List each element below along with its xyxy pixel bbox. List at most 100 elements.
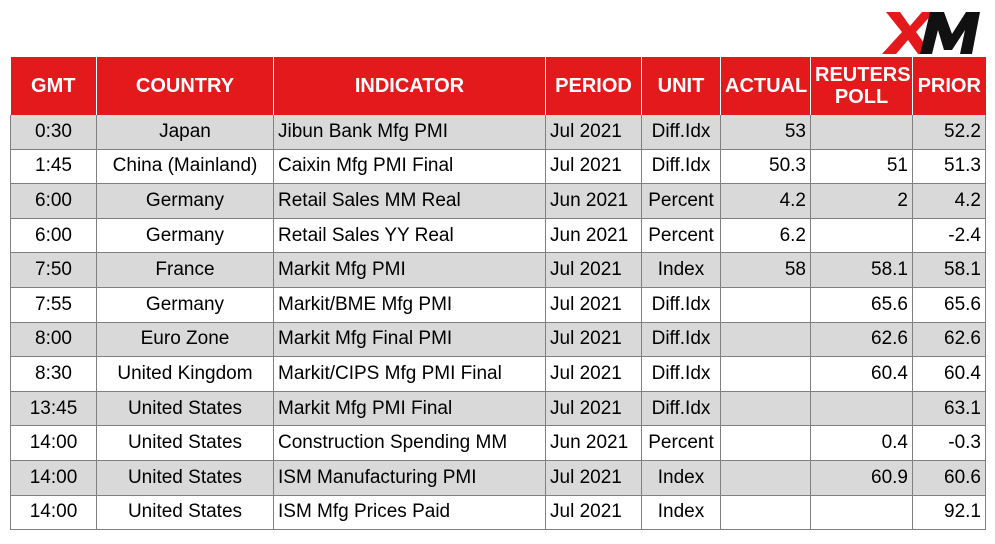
table-row: 6:00 Germany Retail Sales YY Real Jun 2021 P… [10, 218, 986, 254]
header-poll-line2: POLL [834, 86, 889, 108]
cell-country: Germany [96, 218, 274, 254]
cell-actual [720, 495, 811, 531]
xm-logo [880, 10, 988, 56]
cell-gmt: 7:50 [10, 252, 97, 288]
cell-prior: 60.4 [912, 356, 986, 392]
cell-reuters-poll [810, 218, 913, 254]
cell-country: China (Mainland) [96, 149, 274, 185]
cell-prior: 60.6 [912, 460, 986, 496]
table-header-row: GMT COUNTRY INDICATOR PERIOD UNIT ACTUAL… [10, 57, 986, 115]
cell-period: Jul 2021 [545, 495, 642, 531]
cell-unit: Percent [641, 218, 721, 254]
cell-unit: Percent [641, 183, 721, 219]
cell-gmt: 6:00 [10, 218, 97, 254]
table-row: 14:00 United States ISM Mfg Prices Paid Jul… [10, 495, 986, 531]
cell-gmt: 8:30 [10, 356, 97, 392]
cell-gmt: 13:45 [10, 391, 97, 427]
cell-indicator: Caixin Mfg PMI Final [273, 149, 546, 185]
cell-period: Jul 2021 [545, 149, 642, 185]
cell-unit: Index [641, 460, 721, 496]
table-row: 13:45 United States Markit Mfg PMI Final Ju… [10, 391, 986, 427]
cell-actual [720, 460, 811, 496]
cell-indicator: Markit Mfg Final PMI [273, 322, 546, 358]
cell-unit: Diff.Idx [641, 149, 721, 185]
cell-reuters-poll: 60.4 [810, 356, 913, 392]
cell-indicator: Retail Sales MM Real [273, 183, 546, 219]
cell-indicator: Construction Spending MM [273, 425, 546, 461]
cell-country: United States [96, 391, 274, 427]
cell-prior: -0.3 [912, 425, 986, 461]
cell-unit: Diff.Idx [641, 391, 721, 427]
cell-actual: 6.2 [720, 218, 811, 254]
header-poll-line1: REUTERS [815, 64, 911, 86]
cell-country: United States [96, 495, 274, 531]
cell-gmt: 14:00 [10, 495, 97, 531]
cell-indicator: Retail Sales YY Real [273, 218, 546, 254]
cell-indicator: Markit Mfg PMI [273, 252, 546, 288]
header-gmt: GMT [10, 57, 97, 115]
cell-unit: Diff.Idx [641, 322, 721, 358]
header-prior: PRIOR [912, 57, 986, 115]
cell-reuters-poll [810, 495, 913, 531]
cell-period: Jun 2021 [545, 425, 642, 461]
header-reuters-poll: REUTERS POLL [810, 57, 913, 115]
cell-prior: 92.1 [912, 495, 986, 531]
cell-country: France [96, 252, 274, 288]
cell-indicator: Jibun Bank Mfg PMI [273, 115, 546, 150]
cell-period: Jul 2021 [545, 356, 642, 392]
table-row: 1:45 China (Mainland) Caixin Mfg PMI Final… [10, 149, 986, 185]
cell-reuters-poll: 51 [810, 149, 913, 185]
cell-reuters-poll: 65.6 [810, 287, 913, 323]
cell-gmt: 8:00 [10, 322, 97, 358]
cell-period: Jun 2021 [545, 218, 642, 254]
cell-indicator: ISM Manufacturing PMI [273, 460, 546, 496]
table-row: 14:00 United States ISM Manufacturing PMI J… [10, 460, 986, 496]
cell-reuters-poll: 58.1 [810, 252, 913, 288]
cell-unit: Percent [641, 425, 721, 461]
cell-prior: 63.1 [912, 391, 986, 427]
cell-actual [720, 356, 811, 392]
cell-prior: 52.2 [912, 115, 986, 150]
cell-actual: 53 [720, 115, 811, 150]
cell-unit: Diff.Idx [641, 356, 721, 392]
cell-indicator: ISM Mfg Prices Paid [273, 495, 546, 531]
cell-country: Japan [96, 115, 274, 150]
cell-gmt: 14:00 [10, 460, 97, 496]
cell-indicator: Markit Mfg PMI Final [273, 391, 546, 427]
cell-actual [720, 322, 811, 358]
cell-period: Jul 2021 [545, 287, 642, 323]
cell-country: United States [96, 425, 274, 461]
cell-country: Germany [96, 183, 274, 219]
cell-actual [720, 391, 811, 427]
header-indicator: INDICATOR [273, 57, 546, 115]
cell-actual: 50.3 [720, 149, 811, 185]
cell-unit: Diff.Idx [641, 115, 721, 150]
header-actual: ACTUAL [720, 57, 811, 115]
cell-gmt: 14:00 [10, 425, 97, 461]
cell-reuters-poll: 60.9 [810, 460, 913, 496]
table-row: 8:30 United Kingdom Markit/CIPS Mfg PMI Fi… [10, 356, 986, 392]
cell-indicator: Markit/BME Mfg PMI [273, 287, 546, 323]
cell-reuters-poll: 2 [810, 183, 913, 219]
table-row: 6:00 Germany Retail Sales MM Real Jun 2021 P… [10, 183, 986, 219]
cell-period: Jul 2021 [545, 391, 642, 427]
header-country: COUNTRY [96, 57, 274, 115]
table-row: 8:00 Euro Zone Markit Mfg Final PMI Jul 202… [10, 322, 986, 358]
header-period: PERIOD [545, 57, 642, 115]
cell-actual [720, 287, 811, 323]
cell-prior: -2.4 [912, 218, 986, 254]
cell-actual: 4.2 [720, 183, 811, 219]
cell-reuters-poll [810, 391, 913, 427]
cell-period: Jul 2021 [545, 460, 642, 496]
cell-prior: 58.1 [912, 252, 986, 288]
cell-period: Jul 2021 [545, 252, 642, 288]
table-row: 0:30 Japan Jibun Bank Mfg PMI Jul 2021 Diff.… [10, 115, 986, 150]
cell-gmt: 0:30 [10, 115, 97, 150]
cell-prior: 51.3 [912, 149, 986, 185]
cell-reuters-poll: 0.4 [810, 425, 913, 461]
header-unit: UNIT [641, 57, 721, 115]
cell-actual: 58 [720, 252, 811, 288]
cell-period: Jun 2021 [545, 183, 642, 219]
cell-unit: Index [641, 252, 721, 288]
